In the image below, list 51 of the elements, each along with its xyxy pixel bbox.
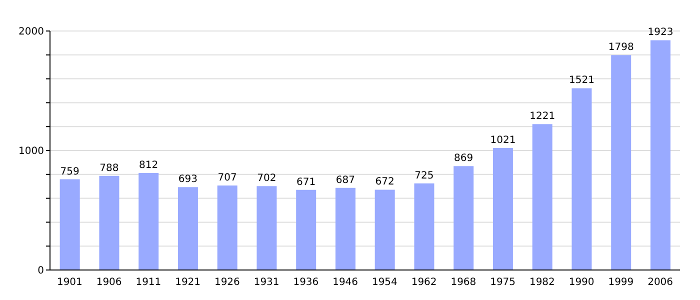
- bar: [492, 148, 513, 270]
- data-label: 671: [296, 176, 316, 188]
- data-label: 672: [375, 176, 394, 188]
- x-tick-label: 1906: [96, 277, 122, 288]
- data-label: 725: [414, 170, 434, 182]
- bar: [454, 166, 474, 270]
- x-tick-label: 1926: [214, 277, 240, 288]
- bar: [532, 124, 552, 270]
- bar: [650, 40, 670, 270]
- data-label: 702: [257, 173, 276, 184]
- x-tick-label: 1911: [136, 277, 162, 288]
- bar: [335, 188, 356, 270]
- x-tick-label: 1999: [608, 277, 634, 288]
- data-label: 687: [336, 174, 356, 186]
- bar: [296, 190, 316, 270]
- x-tick-label: 1968: [450, 277, 476, 288]
- data-label: 1521: [568, 75, 594, 86]
- x-tick-label: 1901: [56, 277, 82, 288]
- x-tick-label: 1954: [372, 277, 398, 288]
- x-tick-label: 1982: [529, 277, 555, 288]
- bar: [99, 176, 120, 270]
- data-label: 693: [178, 174, 198, 186]
- y-tick-label: 1000: [18, 146, 44, 158]
- bar: [611, 55, 632, 270]
- data-label: 1923: [648, 27, 674, 38]
- x-tick-label: 1931: [254, 277, 280, 288]
- x-tick-label: 1921: [175, 277, 201, 288]
- bar: [374, 190, 395, 270]
- data-label: 759: [60, 166, 80, 178]
- bar: [60, 179, 80, 270]
- x-tick-label: 1936: [293, 277, 319, 288]
- x-tick-label: 1990: [568, 277, 594, 288]
- bar: [414, 183, 434, 270]
- data-label: 1798: [608, 42, 634, 54]
- x-tick-label: 2006: [648, 277, 674, 288]
- bar: [178, 187, 198, 270]
- y-tick-label: 2000: [18, 26, 44, 38]
- bar: [572, 88, 592, 270]
- data-label: 869: [454, 153, 474, 164]
- data-label: 707: [218, 172, 237, 184]
- data-label: 788: [100, 162, 119, 174]
- x-tick-label: 1975: [490, 277, 516, 288]
- x-tick-label: 1962: [411, 277, 437, 288]
- data-label: 1021: [490, 134, 516, 146]
- x-tick-label: 1946: [332, 277, 358, 288]
- bar: [256, 186, 277, 270]
- bar: [217, 186, 238, 270]
- bar: [138, 172, 159, 270]
- data-label: 1221: [530, 111, 556, 122]
- data-label: 812: [139, 160, 158, 171]
- y-tick-label: 0: [38, 266, 44, 277]
